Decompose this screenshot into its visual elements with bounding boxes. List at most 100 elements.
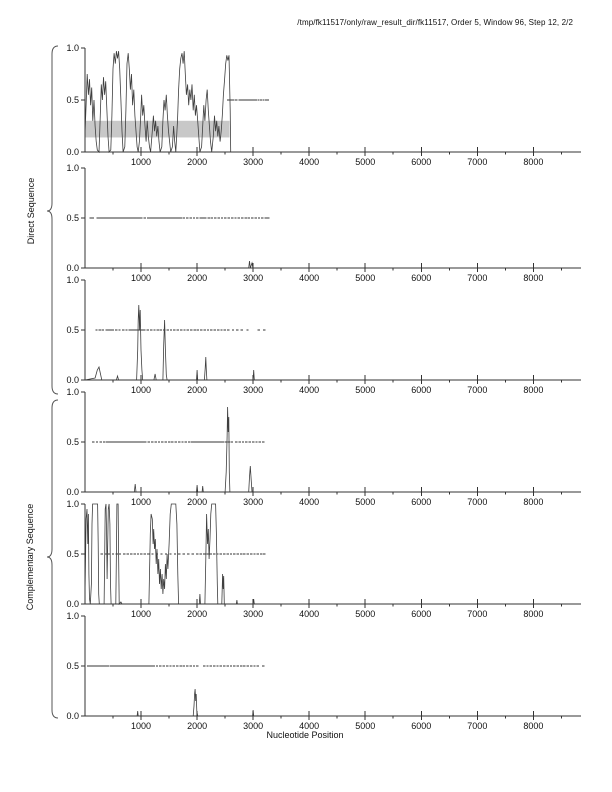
svg-text:4000: 4000	[299, 385, 319, 395]
y-tick-labels: 0.0 0.5 1.0	[66, 387, 79, 497]
x-axis-title: Nucleotide Position	[266, 730, 344, 740]
signal-curve	[85, 260, 270, 269]
x-tick-labels: 1000 2000 3000 4000 5000 6000 7000 8000	[131, 721, 543, 731]
panel-complementary-frame-1: 1000 2000 3000 4000 5000 6000 7000 8000 0.0 0.5 1.…	[66, 387, 581, 507]
plot-title: /tmp/fk11517/only/raw_result_dir/fk11517…	[297, 18, 573, 27]
svg-text:2000: 2000	[187, 609, 207, 619]
svg-text:6000: 6000	[411, 609, 431, 619]
signal-curve	[84, 304, 270, 381]
svg-text:6000: 6000	[411, 385, 431, 395]
svg-text:5000: 5000	[355, 497, 375, 507]
svg-text:0.5: 0.5	[66, 325, 79, 335]
svg-text:1.0: 1.0	[66, 499, 79, 509]
svg-text:6000: 6000	[411, 273, 431, 283]
svg-text:3000: 3000	[243, 497, 263, 507]
complementary-sequence-label: Complementary Sequence	[25, 503, 35, 611]
svg-text:2000: 2000	[187, 385, 207, 395]
y-tick-labels: 0.0 0.5 1.0	[66, 499, 79, 609]
y-tick-labels: 0.0 0.5 1.0	[66, 43, 79, 157]
y-tick-labels: 0.0 0.5 1.0	[66, 275, 79, 385]
svg-text:7000: 7000	[467, 609, 487, 619]
svg-text:8000: 8000	[523, 497, 543, 507]
svg-text:4000: 4000	[299, 609, 319, 619]
svg-text:0.0: 0.0	[66, 487, 79, 497]
axes	[81, 167, 581, 272]
svg-text:6000: 6000	[411, 721, 431, 731]
axes	[81, 615, 581, 720]
svg-text:2000: 2000	[187, 157, 207, 167]
svg-text:5000: 5000	[355, 273, 375, 283]
svg-text:5000: 5000	[355, 385, 375, 395]
svg-text:0.5: 0.5	[66, 549, 79, 559]
axes	[81, 391, 581, 496]
x-tick-labels: 1000 2000 3000 4000 5000 6000 7000 8000	[131, 385, 543, 395]
svg-text:0.5: 0.5	[66, 437, 79, 447]
coding-hash-marks	[92, 441, 265, 443]
x-tick-labels: 1000 2000 3000 4000 5000 6000 7000 8000	[131, 609, 543, 619]
svg-text:4000: 4000	[299, 497, 319, 507]
svg-text:1000: 1000	[131, 273, 151, 283]
svg-text:3000: 3000	[243, 721, 263, 731]
svg-text:7000: 7000	[467, 273, 487, 283]
panel-direct-frame-1: 1000 2000 3000 4000 5000 6000 7000 8000 0.0 0.5 1.…	[66, 43, 581, 167]
svg-text:1.0: 1.0	[66, 163, 79, 173]
svg-text:8000: 8000	[523, 157, 543, 167]
y-tick-labels: 0.0 0.5 1.0	[66, 163, 79, 273]
svg-text:3000: 3000	[243, 157, 263, 167]
x-tick-labels: 1000 2000 3000 4000 5000 6000 7000 8000	[131, 497, 543, 507]
svg-text:7000: 7000	[467, 385, 487, 395]
signal-curve	[85, 688, 270, 717]
svg-text:1000: 1000	[131, 609, 151, 619]
svg-text:3000: 3000	[243, 609, 263, 619]
svg-text:0.5: 0.5	[66, 661, 79, 671]
svg-text:0.0: 0.0	[66, 147, 79, 157]
coding-hash-marks	[87, 665, 265, 667]
svg-text:0.0: 0.0	[66, 263, 79, 273]
svg-text:7000: 7000	[467, 497, 487, 507]
svg-text:7000: 7000	[467, 721, 487, 731]
axes	[81, 503, 581, 608]
panel-direct-frame-3: 1000 2000 3000 4000 5000 6000 7000 8000 0.0 0.5 1.…	[66, 275, 581, 395]
svg-text:4000: 4000	[299, 721, 319, 731]
svg-text:1.0: 1.0	[66, 275, 79, 285]
svg-text:1000: 1000	[131, 157, 151, 167]
axes	[81, 279, 581, 384]
coding-hash-marks	[89, 217, 270, 219]
svg-text:8000: 8000	[523, 721, 543, 731]
direct-sequence-brace	[46, 45, 59, 395]
coding-hash-marks	[100, 553, 266, 555]
svg-text:1000: 1000	[131, 385, 151, 395]
signal-curve	[85, 406, 270, 493]
panel-complementary-frame-3: 1000 2000 3000 4000 5000 6000 7000 8000 0.0 0.5 1.…	[66, 611, 581, 731]
panel-direct-frame-2: 1000 2000 3000 4000 5000 6000 7000 8000 0.0 0.5 1.…	[66, 163, 581, 283]
svg-text:5000: 5000	[355, 157, 375, 167]
svg-text:2000: 2000	[187, 497, 207, 507]
svg-text:0.0: 0.0	[66, 599, 79, 609]
svg-text:6000: 6000	[411, 497, 431, 507]
svg-text:1000: 1000	[131, 497, 151, 507]
svg-text:1.0: 1.0	[66, 387, 79, 397]
x-tick-labels: 1000 2000 3000 4000 5000 6000 7000 8000	[131, 157, 543, 167]
svg-text:1000: 1000	[131, 721, 151, 731]
svg-text:0.0: 0.0	[66, 711, 79, 721]
svg-text:5000: 5000	[355, 609, 375, 619]
svg-text:8000: 8000	[523, 385, 543, 395]
panel-complementary-frame-2: 1000 2000 3000 4000 5000 6000 7000 8000 0.0 0.5 1.…	[66, 499, 581, 619]
svg-text:4000: 4000	[299, 273, 319, 283]
coding-hash-marks	[95, 329, 266, 331]
svg-text:6000: 6000	[411, 157, 431, 167]
svg-text:2000: 2000	[187, 721, 207, 731]
svg-text:0.5: 0.5	[66, 213, 79, 223]
y-tick-labels: 0.0 0.5 1.0	[66, 611, 79, 721]
svg-text:0.5: 0.5	[66, 95, 79, 105]
svg-text:4000: 4000	[299, 157, 319, 167]
svg-text:5000: 5000	[355, 721, 375, 731]
coding-hash-marks	[226, 99, 270, 101]
svg-text:1.0: 1.0	[66, 43, 79, 53]
svg-text:2000: 2000	[187, 273, 207, 283]
svg-text:8000: 8000	[523, 609, 543, 619]
svg-text:3000: 3000	[243, 385, 263, 395]
svg-text:8000: 8000	[523, 273, 543, 283]
svg-text:0.0: 0.0	[66, 375, 79, 385]
